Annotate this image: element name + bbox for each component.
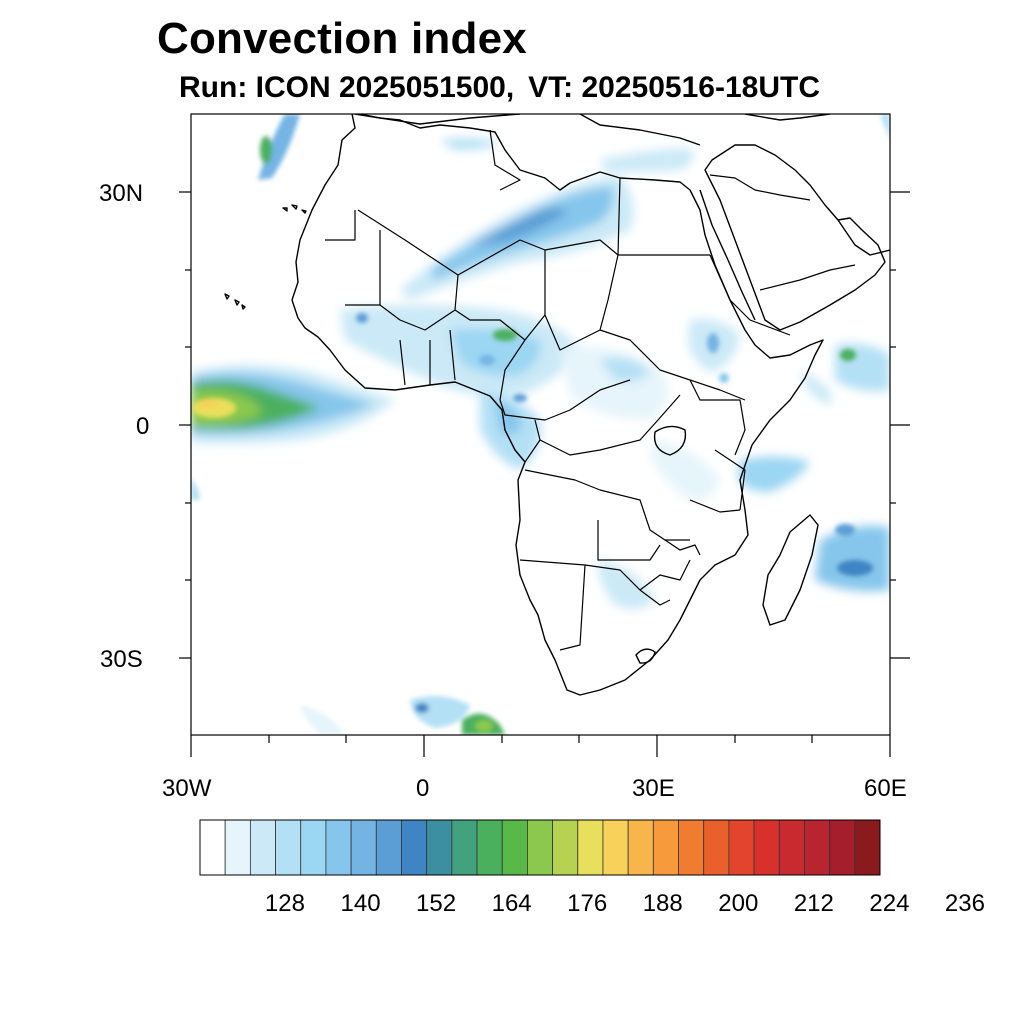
- chart-subtitle: Run: ICON 2025051500, VT: 20250516-18UTC: [179, 71, 820, 105]
- itcz-core: [192, 398, 236, 418]
- colorbar-frame: [199, 819, 881, 876]
- lesotho: [635, 648, 656, 664]
- colorbar-label: 176: [567, 890, 608, 917]
- colorbar-label: 212: [793, 890, 834, 917]
- colorbar-box: [426, 819, 453, 876]
- colorbar-box: [577, 819, 604, 876]
- colorbar-box: [501, 819, 528, 876]
- colorbar-box: [275, 819, 302, 876]
- canary-islands: [282, 204, 307, 214]
- colorbar-box: [401, 819, 428, 876]
- madagascar-coast: [762, 514, 819, 626]
- country-borders: [325, 129, 856, 651]
- colorbar-box: [829, 819, 856, 876]
- colorbar-box: [476, 819, 503, 876]
- mediterranean-north: [354, 114, 831, 146]
- colorbar-box: [652, 819, 679, 876]
- colorbar-box: [804, 819, 831, 876]
- sahara-plume: [400, 138, 694, 300]
- colorbar-label: 140: [340, 890, 381, 917]
- colorbar-label: 236: [944, 890, 985, 917]
- lat-label-30n: 30N: [99, 180, 144, 207]
- indian-ocean-cells: [835, 349, 873, 576]
- colorbar-box: [778, 819, 805, 876]
- valid-time-label: VT: 20250516-18UTC: [528, 71, 820, 104]
- colorbar-box: [199, 819, 226, 876]
- colorbar-box: [728, 819, 755, 876]
- west-africa-cells: [356, 313, 527, 402]
- colorbar-label: 224: [869, 890, 910, 917]
- colorbar-box: [602, 819, 629, 876]
- colorbar-box: [451, 819, 478, 876]
- cape-verde: [224, 293, 246, 310]
- colorbar-box: [753, 819, 780, 876]
- red-sea-west: [699, 189, 756, 321]
- persian-gulf: [837, 219, 890, 256]
- colorbar-box: [854, 819, 881, 876]
- colorbar-box: [678, 819, 705, 876]
- lake-victoria: [653, 425, 687, 456]
- lon-label-30e: 30E: [632, 775, 675, 802]
- colorbar-box: [224, 819, 251, 876]
- lon-label-30w: 30W: [162, 775, 212, 802]
- colorbar-label: 128: [264, 890, 305, 917]
- central-africa-convection: [560, 319, 740, 609]
- colorbar-box: [552, 819, 579, 876]
- colorbar-label: 164: [491, 890, 532, 917]
- colorbar-box: [527, 819, 553, 876]
- colorbar-label: 200: [718, 890, 759, 917]
- colorbar-label: 188: [642, 890, 683, 917]
- plot-frame: [179, 113, 910, 757]
- lat-label-0: 0: [136, 413, 150, 440]
- colorbar-box: [249, 819, 276, 876]
- colorbar-label: 152: [416, 890, 457, 917]
- colorbar-box: [375, 819, 402, 876]
- colorbar-box: [627, 819, 654, 876]
- convection-field: [191, 114, 890, 735]
- lat-label-30s: 30S: [100, 646, 143, 673]
- colorbar-box: [325, 819, 352, 876]
- lon-label-0: 0: [416, 775, 430, 802]
- chart-title: Convection index: [157, 14, 527, 63]
- ethiopia-cells: [707, 333, 729, 383]
- colorbar-box: [350, 819, 377, 876]
- west-africa-convection: [340, 305, 580, 470]
- colorbar-box: [300, 819, 327, 876]
- colorbar: [199, 819, 881, 876]
- colorbar-box: [703, 819, 730, 876]
- arabia-coast: [704, 144, 886, 331]
- run-label: Run: ICON 2025051500,: [179, 71, 515, 104]
- lon-label-60e: 60E: [864, 775, 907, 802]
- edge-convection: [191, 114, 890, 735]
